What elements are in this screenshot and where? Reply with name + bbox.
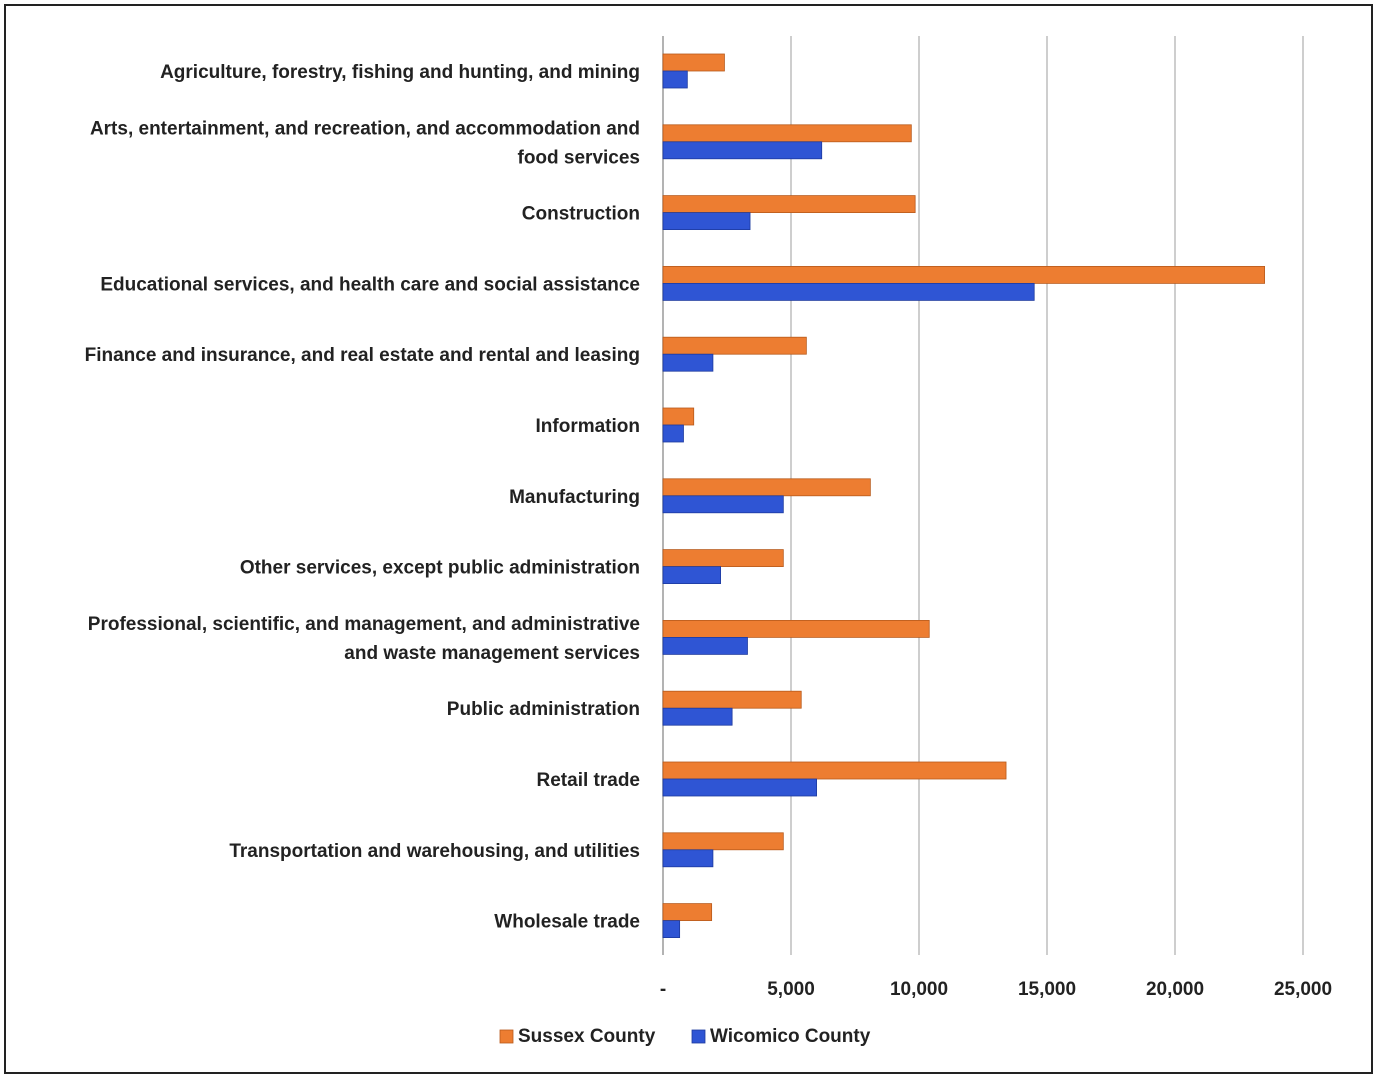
legend-swatch-sussex <box>499 1029 514 1044</box>
bar-sussex <box>662 832 784 851</box>
category-label: Educational services, and health care an… <box>100 274 640 295</box>
category-label: Professional, scientific, and management… <box>88 614 640 635</box>
category-label: Public administration <box>447 699 640 720</box>
bars <box>662 53 1265 938</box>
category-label: food services <box>518 147 641 168</box>
bar-sussex <box>662 336 807 355</box>
category-label: Transportation and warehousing, and util… <box>229 841 640 862</box>
bar-wicomico <box>662 282 1035 301</box>
bar-sussex <box>662 903 713 921</box>
bar-sussex <box>662 195 916 214</box>
category-label: Agriculture, forestry, fishing and hunti… <box>160 62 640 83</box>
bar-wicomico <box>662 778 818 797</box>
category-labels: Agriculture, forestry, fishing and hunti… <box>85 62 640 933</box>
bar-wicomico <box>662 141 823 160</box>
bar-wicomico <box>662 566 721 584</box>
bar-wicomico <box>662 212 751 231</box>
legend-label-sussex: Sussex County <box>518 1026 656 1047</box>
x-tick-label: 25,000 <box>1274 979 1332 1000</box>
category-label: Wholesale trade <box>494 912 640 933</box>
chart-frame <box>4 4 1373 1074</box>
bar-sussex <box>662 549 784 567</box>
x-tick-label: 15,000 <box>1018 979 1076 1000</box>
category-label: Other services, except public administra… <box>240 558 640 579</box>
x-tick-label: - <box>660 979 666 1000</box>
category-label: Finance and insurance, and real estate a… <box>85 345 640 366</box>
bar-wicomico <box>662 424 684 443</box>
bar-sussex <box>662 690 802 709</box>
x-tick-label: 20,000 <box>1146 979 1204 1000</box>
bar-wicomico <box>662 353 714 372</box>
bar-sussex <box>662 620 930 638</box>
bar-sussex <box>662 761 1007 780</box>
legend-label-wicomico: Wicomico County <box>710 1026 871 1047</box>
category-label: Information <box>536 416 641 437</box>
bar-sussex <box>662 407 695 426</box>
legend-swatch-wicomico <box>691 1029 706 1044</box>
legend: Sussex County Wicomico County <box>499 1026 871 1047</box>
category-label: Arts, entertainment, and recreation, and… <box>90 118 640 139</box>
category-label: Manufacturing <box>509 487 640 508</box>
x-tick-labels: - 5,000 10,000 15,000 20,000 25,000 <box>660 979 1332 1000</box>
bar-wicomico <box>662 495 784 514</box>
category-label: Retail trade <box>537 770 640 791</box>
bar-wicomico <box>662 637 748 655</box>
bar-wicomico <box>662 70 688 89</box>
bar-wicomico <box>662 707 733 726</box>
x-tick-label: 10,000 <box>890 979 948 1000</box>
bar-sussex <box>662 124 912 143</box>
category-label: Construction <box>522 204 640 225</box>
bar-sussex <box>662 478 871 497</box>
bar-sussex <box>662 53 725 72</box>
category-label: and waste management services <box>344 643 640 664</box>
bar-wicomico <box>662 920 681 938</box>
bar-sussex <box>662 265 1265 284</box>
x-tick-label: 5,000 <box>767 979 815 1000</box>
gridlines <box>662 36 1304 955</box>
bar-wicomico <box>662 849 714 868</box>
